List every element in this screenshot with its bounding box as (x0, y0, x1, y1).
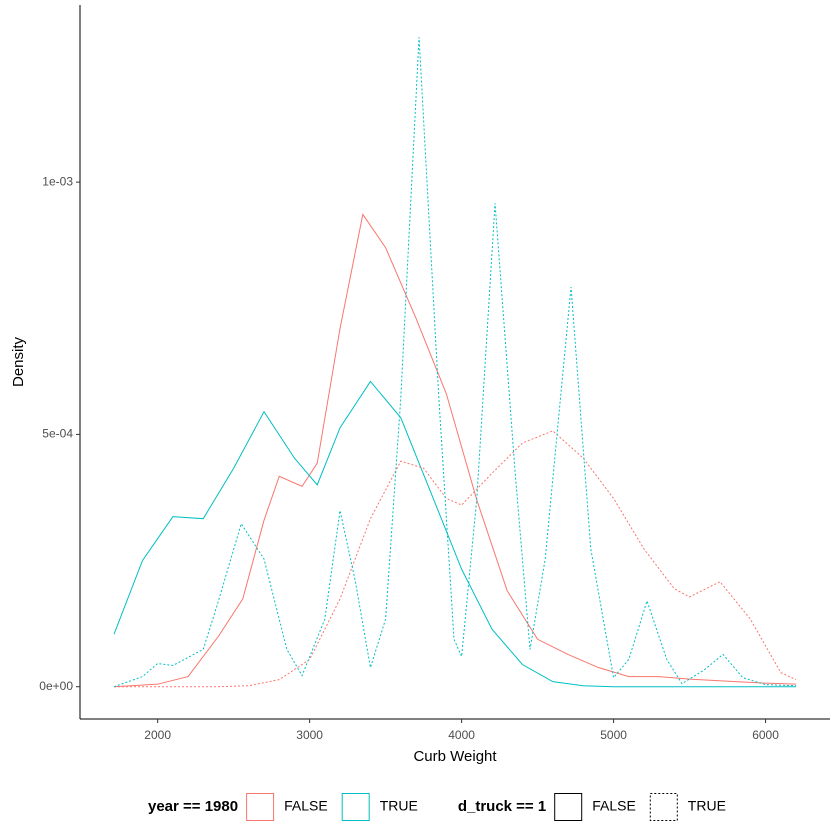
x-tick-label: 6000 (752, 728, 779, 742)
legend-title: year == 1980 (148, 798, 238, 815)
x-tick-label: 3000 (296, 728, 323, 742)
legend-label: FALSE (284, 798, 328, 814)
legend-key (341, 793, 370, 821)
legend-key (246, 793, 275, 821)
legend-label: TRUE (688, 798, 726, 814)
density-line (114, 213, 796, 688)
y-tick-label: 0e+00 (39, 679, 73, 693)
x-axis-label: Curb Weight (413, 748, 497, 765)
legend-key (649, 793, 678, 821)
legend-label: TRUE (380, 798, 418, 814)
density-line (113, 37, 796, 688)
density-line (113, 380, 796, 688)
x-tick-label: 2000 (144, 728, 171, 742)
y-tick-label: 5e-04 (42, 427, 73, 441)
legend-title: d_truck == 1 (458, 798, 546, 815)
y-axis-label: Density (10, 336, 27, 387)
y-tick-label: 1e-03 (42, 174, 73, 188)
x-tick-label: 4000 (448, 728, 475, 742)
density-line (114, 430, 797, 688)
x-tick-label: 5000 (600, 728, 627, 742)
legend-key (554, 793, 583, 821)
legend-label: FALSE (592, 798, 636, 814)
